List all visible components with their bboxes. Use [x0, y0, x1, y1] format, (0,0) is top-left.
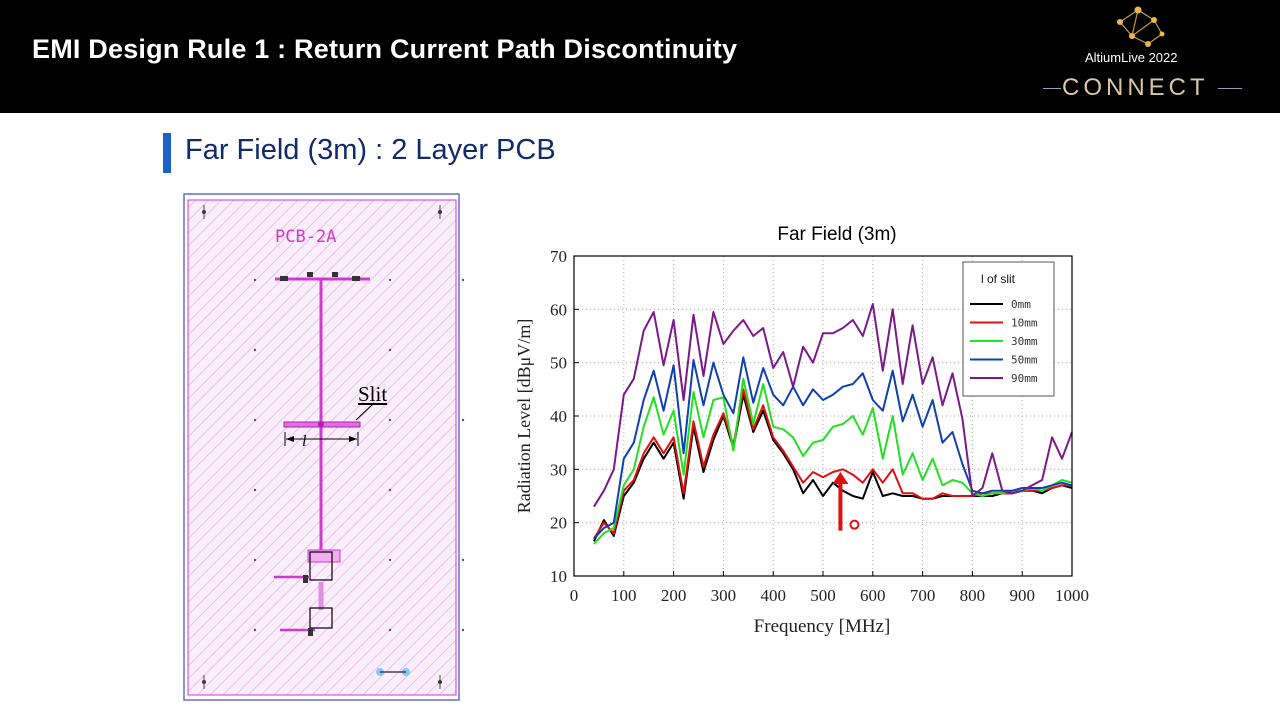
radiation-chart: 0 100 200 300 400 500 600 700 800 900 1000 10 20 30 40… [514, 224, 1089, 637]
annotation-arrow-head [832, 472, 849, 484]
series-line-10mm [593, 388, 1072, 540]
slit-length-symbol: l [302, 433, 307, 450]
x-tick-label: 600 [860, 586, 886, 605]
legend-label: 50mm [1011, 354, 1038, 367]
y-tick-label: 70 [550, 247, 567, 266]
header-bar: EMI Design Rule 1 : Return Current Path … [0, 0, 1280, 113]
y-tick-label: 60 [550, 300, 567, 319]
section-title: Far Field (3m) : 2 Layer PCB [185, 134, 556, 166]
y-tick-label: 20 [550, 514, 567, 533]
slide-title: EMI Design Rule 1 : Return Current Path … [32, 34, 738, 64]
y-tick-label: 10 [550, 567, 567, 586]
x-tick-label: 400 [760, 586, 786, 605]
series-line-0mm [592, 393, 1073, 542]
chart-title: Far Field (3m) [777, 224, 896, 245]
x-tick-label: 700 [910, 586, 936, 605]
pointer-dot-icon [849, 519, 860, 530]
x-tick-label: 900 [1009, 586, 1034, 605]
chart-legend: l of slit 0mm 10mm 30mm 50mm 90mm [962, 261, 1055, 397]
legend-label: 10mm [1011, 317, 1038, 330]
brand-rule-right [1218, 88, 1242, 89]
x-tick-label: 300 [711, 586, 737, 605]
pcb-board-label: PCB-2A [275, 227, 337, 247]
section-accent-bar [163, 133, 171, 173]
brand-event-label: AltiumLive 2022 [1085, 50, 1178, 65]
y-tick-label: 30 [550, 460, 567, 479]
legend-label: 30mm [1011, 335, 1038, 348]
molecule-logo-icon [1117, 6, 1165, 47]
x-axis-label: Frequency [MHz] [754, 616, 891, 637]
legend-title: l of slit [981, 272, 1016, 286]
y-tick-label: 40 [550, 407, 567, 426]
y-axis-label: Radiation Level [dBμV/m] [514, 319, 534, 514]
x-tick-label: 200 [661, 586, 687, 605]
brand-name: CONNECT [1062, 74, 1209, 101]
x-tick-label: 100 [611, 586, 637, 605]
slit-label: Slit [358, 382, 388, 406]
x-tick-label: 1000 [1055, 586, 1089, 605]
series-line-30mm [593, 377, 1073, 545]
pcb-layout-drawing [183, 193, 465, 701]
series-line-50mm [593, 356, 1073, 540]
legend-label: 0mm [1011, 298, 1031, 311]
x-tick-label: 500 [810, 586, 836, 605]
x-tick-label: 0 [570, 586, 579, 605]
brand-rule-left [1043, 88, 1061, 89]
y-tick-label: 50 [550, 354, 567, 373]
series-line-90mm [593, 303, 1073, 508]
x-tick-label: 800 [960, 586, 986, 605]
legend-label: 90mm [1011, 372, 1038, 385]
